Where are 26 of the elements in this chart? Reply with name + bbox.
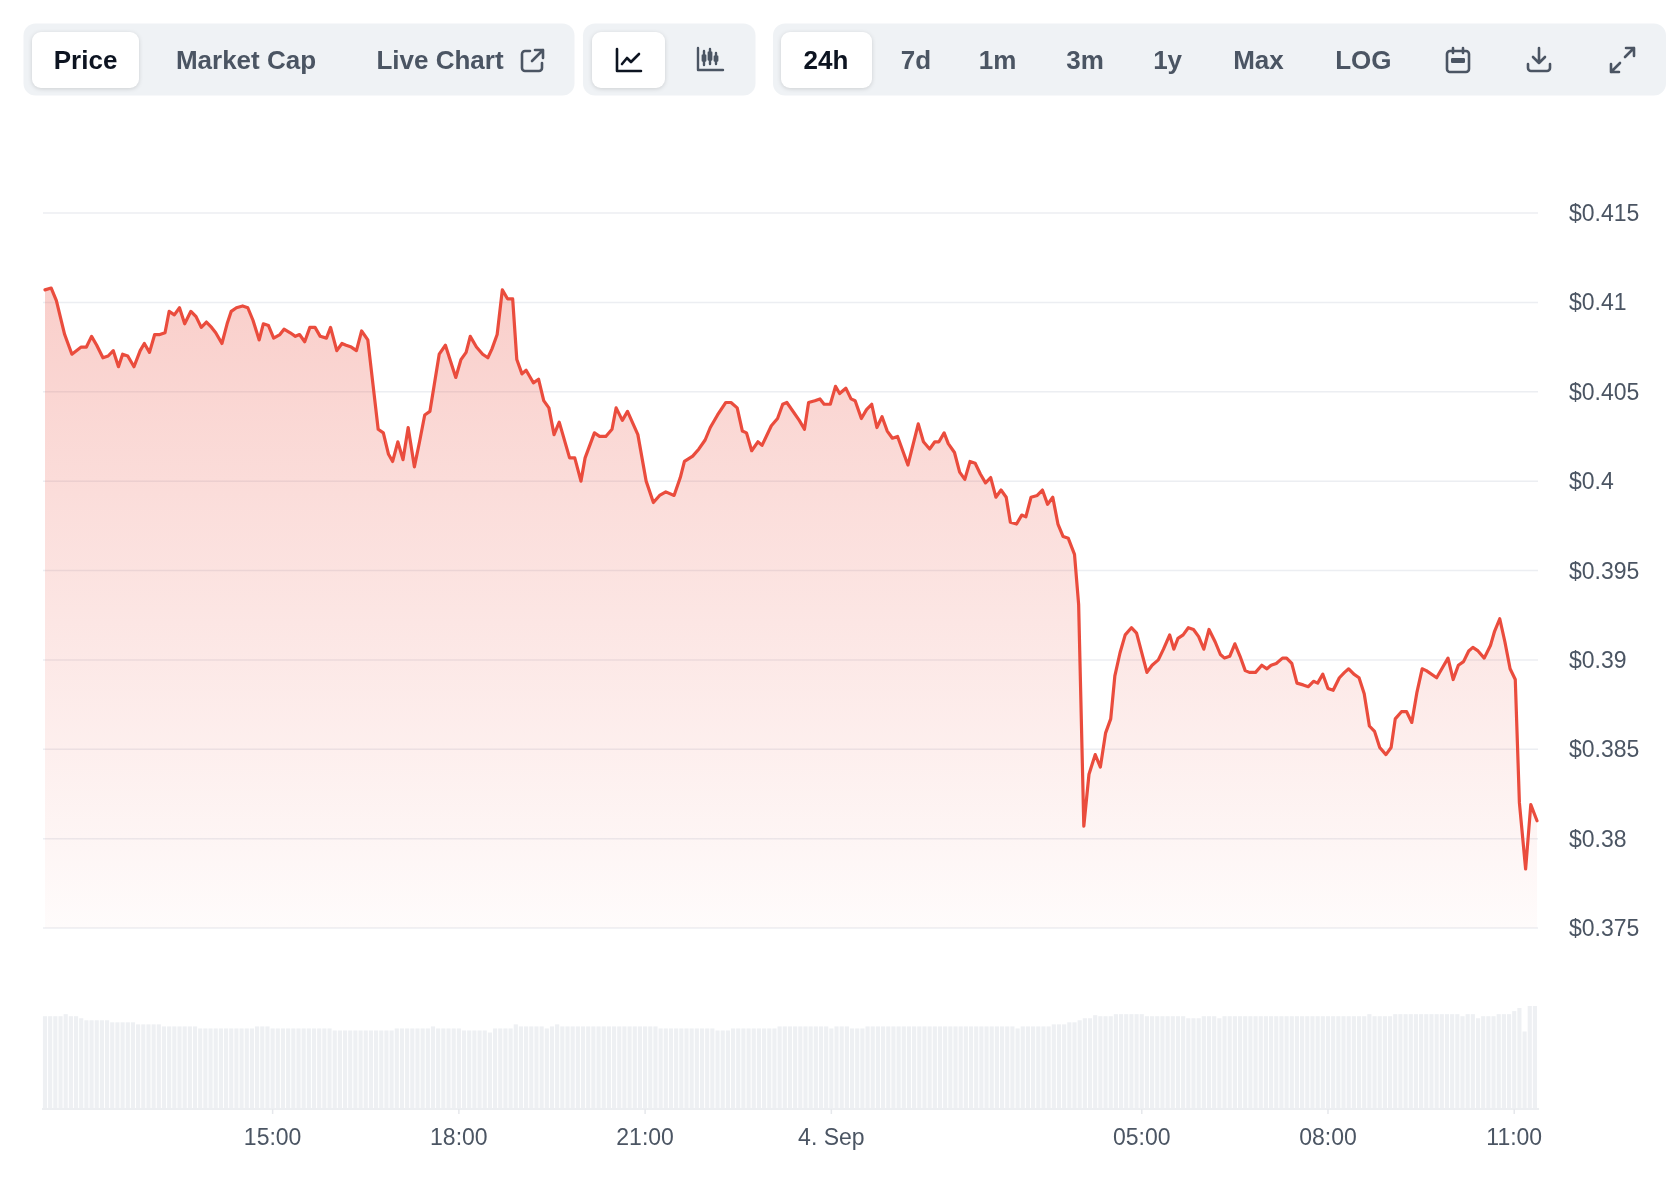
text: 1y [1153, 45, 1183, 76]
y-tick-label: $0.415 [1569, 200, 1640, 227]
text: Live Chart [376, 45, 504, 76]
y-tick-label: $0.395 [1569, 557, 1640, 584]
y-tick-label: $0.39 [1569, 646, 1627, 673]
text: 7d [900, 45, 932, 76]
x-tick-label: 21:00 [616, 1124, 674, 1151]
text: Max [1233, 45, 1285, 76]
text: 24h [803, 45, 849, 76]
y-tick-label: $0.405 [1569, 378, 1640, 405]
text: 3m [1066, 45, 1104, 76]
y-tick-label: $0.385 [1569, 736, 1640, 763]
text: Market Cap [175, 45, 317, 76]
y-tick-label: $0.41 [1569, 289, 1627, 316]
text: 1m [978, 45, 1017, 76]
y-tick-label: $0.38 [1569, 825, 1627, 852]
text: LOG [1335, 45, 1392, 76]
y-tick-label: $0.4 [1569, 468, 1614, 495]
x-tick-label: 05:00 [1112, 1124, 1171, 1151]
x-tick-label: 15:00 [243, 1124, 302, 1151]
x-tick-label: 18:00 [430, 1124, 488, 1151]
y-tick-label: $0.375 [1569, 915, 1640, 942]
x-tick-label: 4. Sep [798, 1124, 865, 1151]
x-tick-label: 11:00 [1486, 1124, 1543, 1151]
x-tick-label: 08:00 [1299, 1124, 1357, 1151]
text: Price [53, 45, 118, 76]
